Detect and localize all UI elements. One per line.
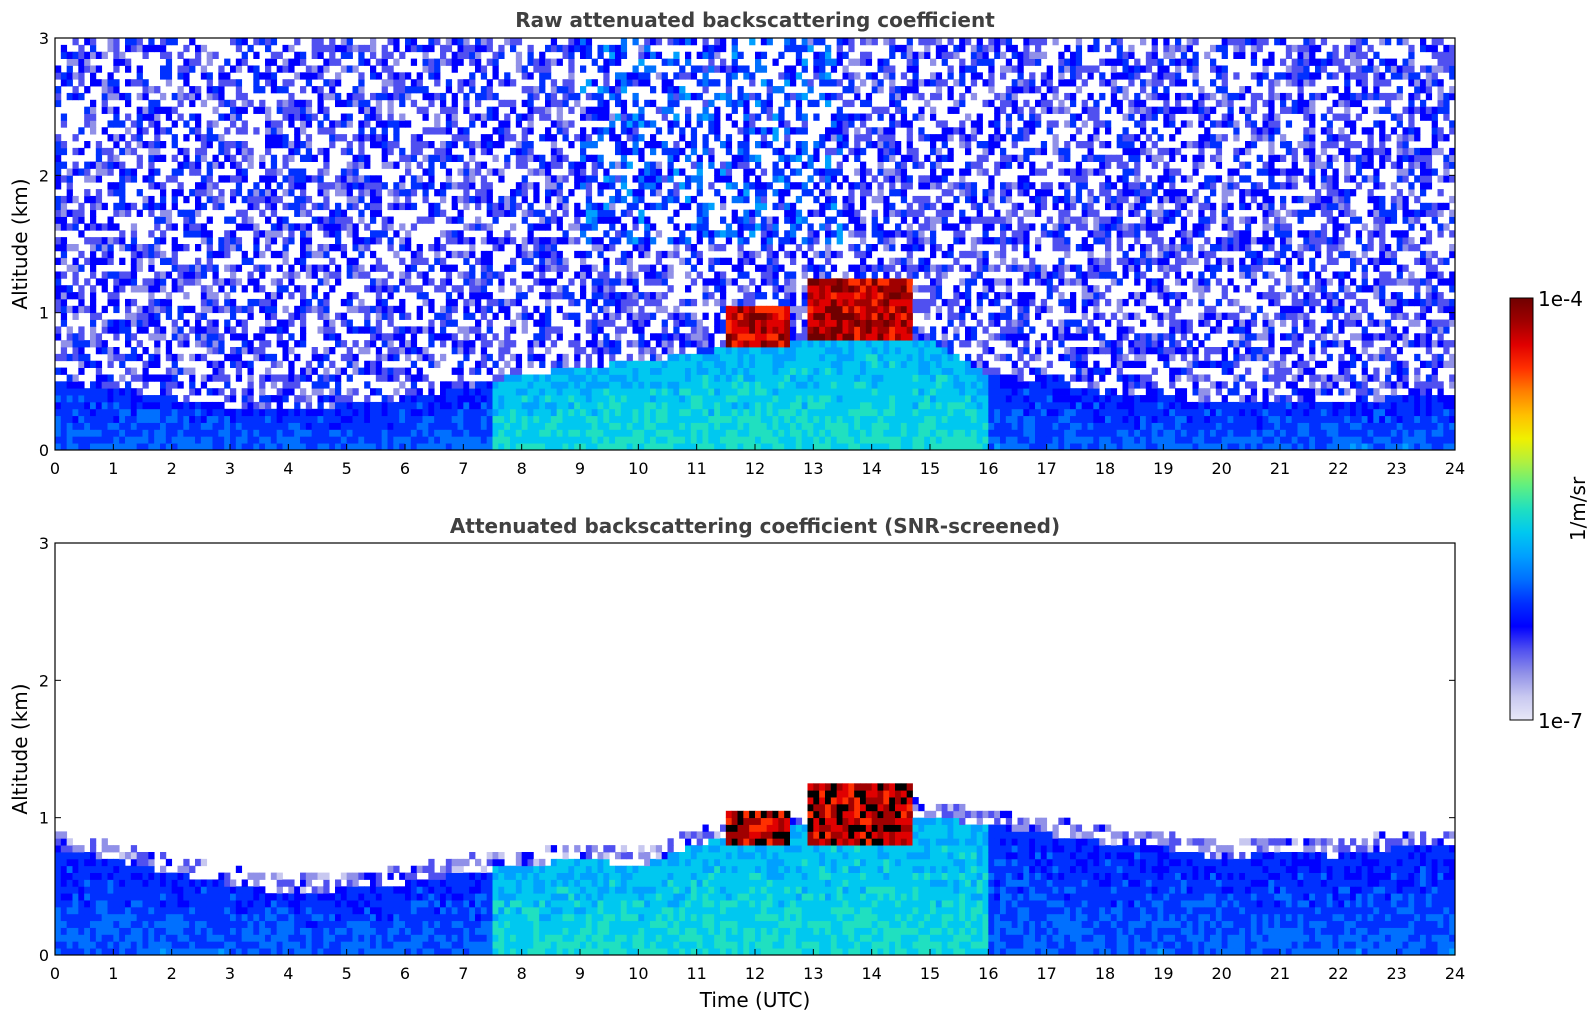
x-tick-label: 22 (1328, 459, 1348, 478)
x-tick-label: 2 (167, 964, 177, 983)
x-tick-label: 16 (978, 964, 998, 983)
x-tick-label: 0 (50, 964, 60, 983)
x-tick-label: 21 (1270, 459, 1290, 478)
x-tick-label: 9 (575, 459, 585, 478)
x-tick-label: 3 (225, 964, 235, 983)
x-tick-label: 17 (1036, 459, 1056, 478)
ylabel-screened: Altitude (km) (8, 683, 32, 814)
colorbar: 1e-4 1e-7 1/m/sr (1509, 287, 1590, 733)
x-tick-label: 13 (803, 459, 823, 478)
x-tick-label: 7 (458, 459, 468, 478)
x-tick-label: 8 (517, 964, 527, 983)
xlabel-time: Time (UTC) (699, 988, 811, 1012)
y-tick-label: 0 (39, 441, 49, 460)
x-tick-label: 11 (686, 964, 706, 983)
y-tick-label: 0 (39, 946, 49, 965)
x-tick-label: 10 (628, 964, 648, 983)
colorbar-max-label: 1e-4 (1538, 287, 1583, 311)
x-tick-label: 11 (686, 459, 706, 478)
x-tick-label: 18 (1095, 964, 1115, 983)
x-tick-label: 12 (745, 964, 765, 983)
panel-screened-title: Attenuated backscattering coefficient (S… (450, 514, 1060, 538)
x-tick-label: 17 (1036, 964, 1056, 983)
x-tick-label: 10 (628, 459, 648, 478)
x-tick-label: 18 (1095, 459, 1115, 478)
x-axis-raw: 0 1 2 3 4 5 6 7 8 9 10 11 12 13 14 15 16 17 18 19 20 21 22 23 24 (50, 444, 1465, 478)
x-tick-label: 16 (978, 459, 998, 478)
panel-raw-title: Raw attenuated backscattering coefficien… (515, 8, 995, 32)
heatmap-screened (55, 783, 1455, 955)
x-tick-label: 12 (745, 459, 765, 478)
x-tick-label: 3 (225, 459, 235, 478)
x-tick-label: 0 (50, 459, 60, 478)
y-tick-label: 2 (39, 166, 49, 185)
x-tick-label: 5 (342, 964, 352, 983)
x-tick-label: 1 (108, 964, 118, 983)
x-tick-label: 15 (920, 964, 940, 983)
x-tick-label: 13 (803, 964, 823, 983)
x-tick-label: 15 (920, 459, 940, 478)
x-tick-label: 6 (400, 964, 410, 983)
x-tick-label: 23 (1386, 459, 1406, 478)
x-tick-label: 14 (861, 964, 881, 983)
x-tick-label: 4 (283, 964, 293, 983)
x-tick-label: 23 (1386, 964, 1406, 983)
y-tick-label: 2 (39, 671, 49, 690)
x-tick-label: 6 (400, 459, 410, 478)
x-tick-label: 20 (1211, 964, 1231, 983)
x-tick-label: 8 (517, 459, 527, 478)
colorbar-gradient (1509, 297, 1534, 721)
y-tick-label: 3 (39, 29, 49, 48)
x-tick-label: 19 (1153, 459, 1173, 478)
colorbar-unit-label: 1/m/sr (1566, 476, 1590, 541)
heatmap-raw (55, 38, 1455, 450)
panel-screened: Attenuated backscattering coefficient (S… (8, 514, 1465, 1012)
x-tick-label: 4 (283, 459, 293, 478)
x-axis-screened: 0 1 2 3 4 5 6 7 8 9 10 11 12 13 14 15 16 17 18 19 20 21 22 23 24 (50, 949, 1465, 983)
x-tick-label: 5 (342, 459, 352, 478)
y-tick-label: 3 (39, 534, 49, 553)
panel-raw: Raw attenuated backscattering coefficien… (8, 8, 1465, 478)
y-axis-raw: 0 1 2 3 (39, 29, 1455, 460)
y-tick-label: 1 (39, 304, 49, 323)
x-tick-label: 24 (1445, 964, 1465, 983)
colorbar-min-label: 1e-7 (1538, 709, 1583, 733)
ylabel-raw: Altitude (km) (8, 178, 32, 309)
x-tick-label: 2 (167, 459, 177, 478)
x-tick-label: 24 (1445, 459, 1465, 478)
x-tick-label: 7 (458, 964, 468, 983)
x-tick-label: 19 (1153, 964, 1173, 983)
x-tick-label: 20 (1211, 459, 1231, 478)
x-tick-label: 21 (1270, 964, 1290, 983)
x-tick-label: 9 (575, 964, 585, 983)
y-axis-screened: 0 1 2 3 (39, 534, 1455, 965)
y-tick-label: 1 (39, 809, 49, 828)
x-tick-label: 14 (861, 459, 881, 478)
x-tick-label: 1 (108, 459, 118, 478)
x-tick-label: 22 (1328, 964, 1348, 983)
